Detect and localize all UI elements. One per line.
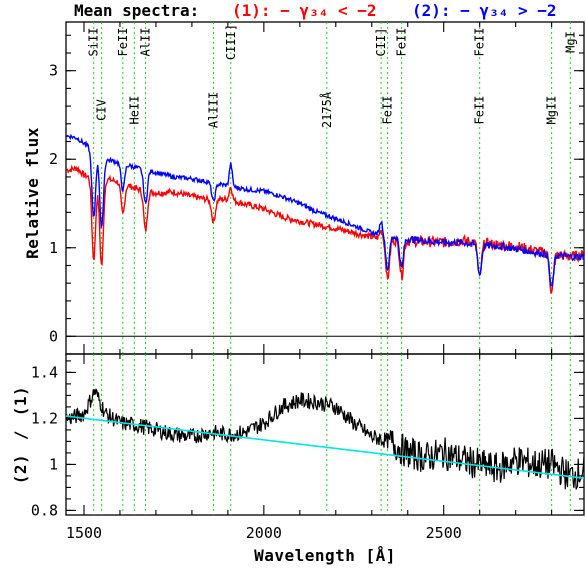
flux-panel: 0 1 2 3 SiII CIV FeII HeII AlII AlIII CIII] 2175Å C… xyxy=(49,21,585,355)
line-marker-label: FeII xyxy=(473,96,487,125)
ratio-fit-line xyxy=(65,415,585,479)
legend-entry-1: (1): − γ₃₄ < −2 xyxy=(232,1,377,20)
flux-axis-ticks: 0 1 2 3 xyxy=(49,22,584,355)
ratio-y-tick-label: 0.8 xyxy=(31,501,58,519)
line-marker-label: 2175Å xyxy=(319,91,334,128)
flux-series xyxy=(66,133,585,337)
line-marker-label: CIII] xyxy=(224,24,238,60)
line-marker-label: FeII xyxy=(116,28,130,57)
flux-series-line-1 xyxy=(66,164,585,294)
line-marker-label: AlII xyxy=(138,28,152,57)
x-tick-label: 2000 xyxy=(246,524,282,542)
ratio-axis-ticks: 0.8 1 1.2 1.4 1500 2000 2500 xyxy=(31,354,584,542)
x-axis-label: Wavelength [Å] xyxy=(254,546,396,565)
ratio-y-axis-label: (2) / (1) xyxy=(11,386,30,484)
line-marker-label: CIV xyxy=(95,99,109,121)
line-marker-label: MgII xyxy=(545,96,559,125)
ratio-series xyxy=(65,387,585,490)
line-marker-label: MgI xyxy=(563,31,577,53)
line-markers xyxy=(93,22,571,354)
flux-y-tick-label: 0 xyxy=(49,327,58,345)
line-marker-label: FeII xyxy=(473,28,487,57)
ratio-y-tick-label: 1.2 xyxy=(31,409,58,427)
flux-y-tick-label: 3 xyxy=(49,62,58,80)
flux-y-tick-label: 2 xyxy=(49,150,58,168)
line-marker-label: FeII xyxy=(395,28,409,57)
flux-y-axis-label: Relative flux xyxy=(23,127,42,259)
line-marker-labels: SiII CIV FeII HeII AlII AlIII CIII] 2175Å CII] Fe… xyxy=(87,24,578,128)
line-marker-label: HeII xyxy=(127,96,141,125)
line-marker-label: SiII xyxy=(87,28,101,57)
legend-entry-2: (2): − γ₃₄ > −2 xyxy=(412,1,557,20)
ratio-label-slash: / xyxy=(11,430,30,440)
ratio-panel: 0.8 1 1.2 1.4 1500 2000 2500 xyxy=(31,353,585,542)
chart-title: Mean spectra: xyxy=(74,1,199,20)
x-tick-label: 2500 xyxy=(426,524,462,542)
ratio-label-denominator: (1) xyxy=(11,386,30,416)
flux-series-line-2 xyxy=(66,133,585,288)
ratio-y-tick-label: 1.4 xyxy=(31,363,58,381)
ratio-y-tick-label: 1 xyxy=(49,455,58,473)
flux-y-tick-label: 1 xyxy=(49,239,58,257)
ratio-panel-frame xyxy=(65,353,585,516)
x-tick-label: 1500 xyxy=(66,524,102,542)
line-marker-label: CII] xyxy=(374,28,388,57)
ratio-label-numerator: (2) xyxy=(11,454,30,484)
line-marker-label: AlIII xyxy=(206,92,220,128)
ratio-line xyxy=(66,387,585,490)
line-marker-label: FeII xyxy=(381,96,395,125)
